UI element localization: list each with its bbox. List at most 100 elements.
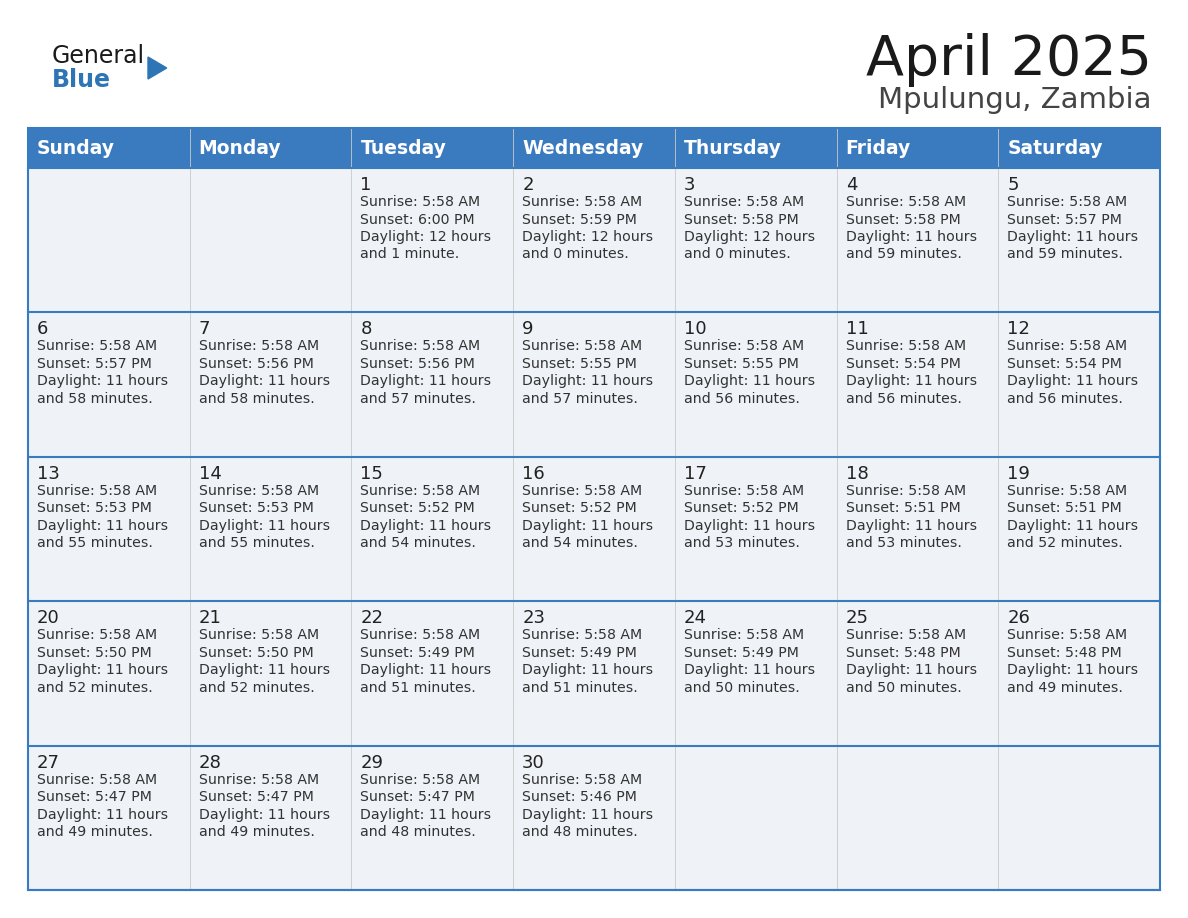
Text: Sunset: 5:53 PM: Sunset: 5:53 PM — [198, 501, 314, 515]
Text: General: General — [52, 44, 145, 68]
Text: Daylight: 11 hours: Daylight: 11 hours — [523, 519, 653, 532]
Text: Daylight: 11 hours: Daylight: 11 hours — [684, 663, 815, 677]
Text: Daylight: 11 hours: Daylight: 11 hours — [846, 230, 977, 244]
Text: 12: 12 — [1007, 320, 1030, 339]
Text: Daylight: 11 hours: Daylight: 11 hours — [37, 519, 169, 532]
Text: 14: 14 — [198, 465, 222, 483]
Text: 26: 26 — [1007, 610, 1030, 627]
Text: and 52 minutes.: and 52 minutes. — [37, 681, 153, 695]
Text: Monday: Monday — [198, 139, 282, 158]
Polygon shape — [148, 57, 166, 79]
Text: Daylight: 11 hours: Daylight: 11 hours — [846, 519, 977, 532]
Text: Sunrise: 5:58 AM: Sunrise: 5:58 AM — [360, 484, 481, 498]
Text: Sunrise: 5:58 AM: Sunrise: 5:58 AM — [523, 773, 643, 787]
Text: Sunset: 5:55 PM: Sunset: 5:55 PM — [684, 357, 798, 371]
Text: 6: 6 — [37, 320, 49, 339]
Text: Daylight: 11 hours: Daylight: 11 hours — [684, 375, 815, 388]
Text: and 56 minutes.: and 56 minutes. — [684, 392, 800, 406]
Text: and 57 minutes.: and 57 minutes. — [523, 392, 638, 406]
Text: Sunset: 5:49 PM: Sunset: 5:49 PM — [523, 645, 637, 660]
Text: and 58 minutes.: and 58 minutes. — [37, 392, 153, 406]
Bar — [190, 128, 352, 168]
Text: Sunset: 5:54 PM: Sunset: 5:54 PM — [1007, 357, 1123, 371]
Text: Sunset: 5:50 PM: Sunset: 5:50 PM — [198, 645, 314, 660]
Text: Sunrise: 5:58 AM: Sunrise: 5:58 AM — [846, 195, 966, 209]
Bar — [352, 128, 513, 168]
Text: Sunrise: 5:58 AM: Sunrise: 5:58 AM — [846, 484, 966, 498]
Text: 11: 11 — [846, 320, 868, 339]
Text: and 49 minutes.: and 49 minutes. — [1007, 681, 1123, 695]
Text: Sunrise: 5:58 AM: Sunrise: 5:58 AM — [360, 340, 481, 353]
Text: 8: 8 — [360, 320, 372, 339]
Bar — [836, 128, 998, 168]
Text: 10: 10 — [684, 320, 707, 339]
Text: Daylight: 11 hours: Daylight: 11 hours — [360, 519, 492, 532]
Text: Sunrise: 5:58 AM: Sunrise: 5:58 AM — [198, 484, 318, 498]
Text: Daylight: 11 hours: Daylight: 11 hours — [846, 663, 977, 677]
Text: Sunrise: 5:58 AM: Sunrise: 5:58 AM — [198, 773, 318, 787]
Text: Mpulungu, Zambia: Mpulungu, Zambia — [878, 86, 1152, 114]
Text: Sunset: 5:56 PM: Sunset: 5:56 PM — [360, 357, 475, 371]
Text: 15: 15 — [360, 465, 384, 483]
Text: and 50 minutes.: and 50 minutes. — [846, 681, 961, 695]
Text: Sunrise: 5:58 AM: Sunrise: 5:58 AM — [37, 484, 157, 498]
Text: 16: 16 — [523, 465, 545, 483]
Text: Sunday: Sunday — [37, 139, 115, 158]
Text: and 55 minutes.: and 55 minutes. — [198, 536, 315, 550]
Text: Sunset: 5:57 PM: Sunset: 5:57 PM — [37, 357, 152, 371]
Text: Sunrise: 5:58 AM: Sunrise: 5:58 AM — [684, 195, 804, 209]
Text: Daylight: 11 hours: Daylight: 11 hours — [198, 519, 330, 532]
Text: Daylight: 11 hours: Daylight: 11 hours — [198, 663, 330, 677]
Text: and 59 minutes.: and 59 minutes. — [846, 248, 961, 262]
Text: and 59 minutes.: and 59 minutes. — [1007, 248, 1123, 262]
Text: Daylight: 11 hours: Daylight: 11 hours — [198, 808, 330, 822]
Text: Daylight: 11 hours: Daylight: 11 hours — [1007, 230, 1138, 244]
Text: Daylight: 11 hours: Daylight: 11 hours — [360, 375, 492, 388]
Bar — [513, 128, 675, 168]
Text: and 52 minutes.: and 52 minutes. — [198, 681, 315, 695]
Text: Sunset: 5:51 PM: Sunset: 5:51 PM — [1007, 501, 1121, 515]
Text: 24: 24 — [684, 610, 707, 627]
Text: Sunset: 5:47 PM: Sunset: 5:47 PM — [198, 790, 314, 804]
Text: Sunrise: 5:58 AM: Sunrise: 5:58 AM — [37, 340, 157, 353]
Text: and 53 minutes.: and 53 minutes. — [684, 536, 800, 550]
Bar — [675, 128, 836, 168]
Text: Sunrise: 5:58 AM: Sunrise: 5:58 AM — [1007, 484, 1127, 498]
Text: 30: 30 — [523, 754, 545, 772]
Text: 18: 18 — [846, 465, 868, 483]
Text: Sunset: 5:57 PM: Sunset: 5:57 PM — [1007, 212, 1123, 227]
Text: and 54 minutes.: and 54 minutes. — [360, 536, 476, 550]
Text: Sunset: 5:47 PM: Sunset: 5:47 PM — [360, 790, 475, 804]
Text: and 54 minutes.: and 54 minutes. — [523, 536, 638, 550]
Text: and 1 minute.: and 1 minute. — [360, 248, 460, 262]
Text: Sunset: 5:52 PM: Sunset: 5:52 PM — [684, 501, 798, 515]
Text: Sunrise: 5:58 AM: Sunrise: 5:58 AM — [1007, 195, 1127, 209]
Text: Daylight: 11 hours: Daylight: 11 hours — [37, 375, 169, 388]
Text: and 52 minutes.: and 52 minutes. — [1007, 536, 1123, 550]
Text: Sunrise: 5:58 AM: Sunrise: 5:58 AM — [198, 628, 318, 643]
Text: Sunset: 5:56 PM: Sunset: 5:56 PM — [198, 357, 314, 371]
Text: April 2025: April 2025 — [866, 33, 1152, 87]
Text: Sunrise: 5:58 AM: Sunrise: 5:58 AM — [523, 195, 643, 209]
Text: Sunset: 5:58 PM: Sunset: 5:58 PM — [846, 212, 960, 227]
Text: Sunset: 5:49 PM: Sunset: 5:49 PM — [360, 645, 475, 660]
Text: Sunset: 5:48 PM: Sunset: 5:48 PM — [846, 645, 960, 660]
Text: and 0 minutes.: and 0 minutes. — [684, 248, 790, 262]
Text: 27: 27 — [37, 754, 61, 772]
Text: Sunrise: 5:58 AM: Sunrise: 5:58 AM — [684, 628, 804, 643]
Bar — [29, 457, 1159, 601]
Text: Sunrise: 5:58 AM: Sunrise: 5:58 AM — [684, 484, 804, 498]
Text: 2: 2 — [523, 176, 533, 194]
Bar — [998, 128, 1159, 168]
Text: 1: 1 — [360, 176, 372, 194]
Text: 17: 17 — [684, 465, 707, 483]
Text: 28: 28 — [198, 754, 222, 772]
Text: 5: 5 — [1007, 176, 1019, 194]
Text: Tuesday: Tuesday — [360, 139, 447, 158]
Text: Blue: Blue — [52, 68, 110, 92]
Text: Daylight: 11 hours: Daylight: 11 hours — [523, 663, 653, 677]
Text: Sunset: 5:49 PM: Sunset: 5:49 PM — [684, 645, 798, 660]
Text: Sunset: 5:48 PM: Sunset: 5:48 PM — [1007, 645, 1121, 660]
Text: Sunset: 5:58 PM: Sunset: 5:58 PM — [684, 212, 798, 227]
Text: and 56 minutes.: and 56 minutes. — [846, 392, 961, 406]
